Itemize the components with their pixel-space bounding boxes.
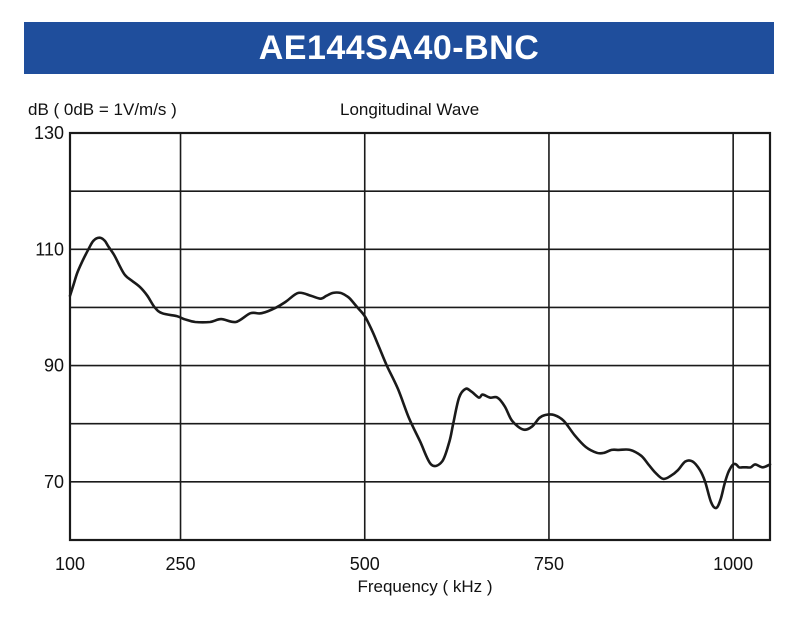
x-tick-label: 1000 [713,554,753,574]
x-axis-label: Frequency ( kHz ) [357,577,492,596]
y-tick-label: 130 [34,123,64,143]
x-tick-label: 750 [534,554,564,574]
series-line [68,236,772,510]
x-tick-label: 250 [166,554,196,574]
y-axis-label: dB ( 0dB = 1V/m/s ) [28,100,177,119]
y-tick-labels: 70 90 110 130 [34,123,64,492]
vertical-gridlines [69,133,734,540]
y-tick-label: 90 [44,356,64,376]
chart-subtitle: Longitudinal Wave [340,100,480,119]
x-tick-labels: 100 250 500 750 1000 [55,554,753,574]
y-tick-label: 70 [44,472,64,492]
chart-title: AE144SA40-BNC [258,28,540,67]
x-tick-label: 500 [350,554,380,574]
horizontal-gridlines [70,132,770,483]
x-tick-label: 100 [55,554,85,574]
y-tick-label: 110 [35,239,64,259]
title-banner: AE144SA40-BNC [24,22,774,74]
